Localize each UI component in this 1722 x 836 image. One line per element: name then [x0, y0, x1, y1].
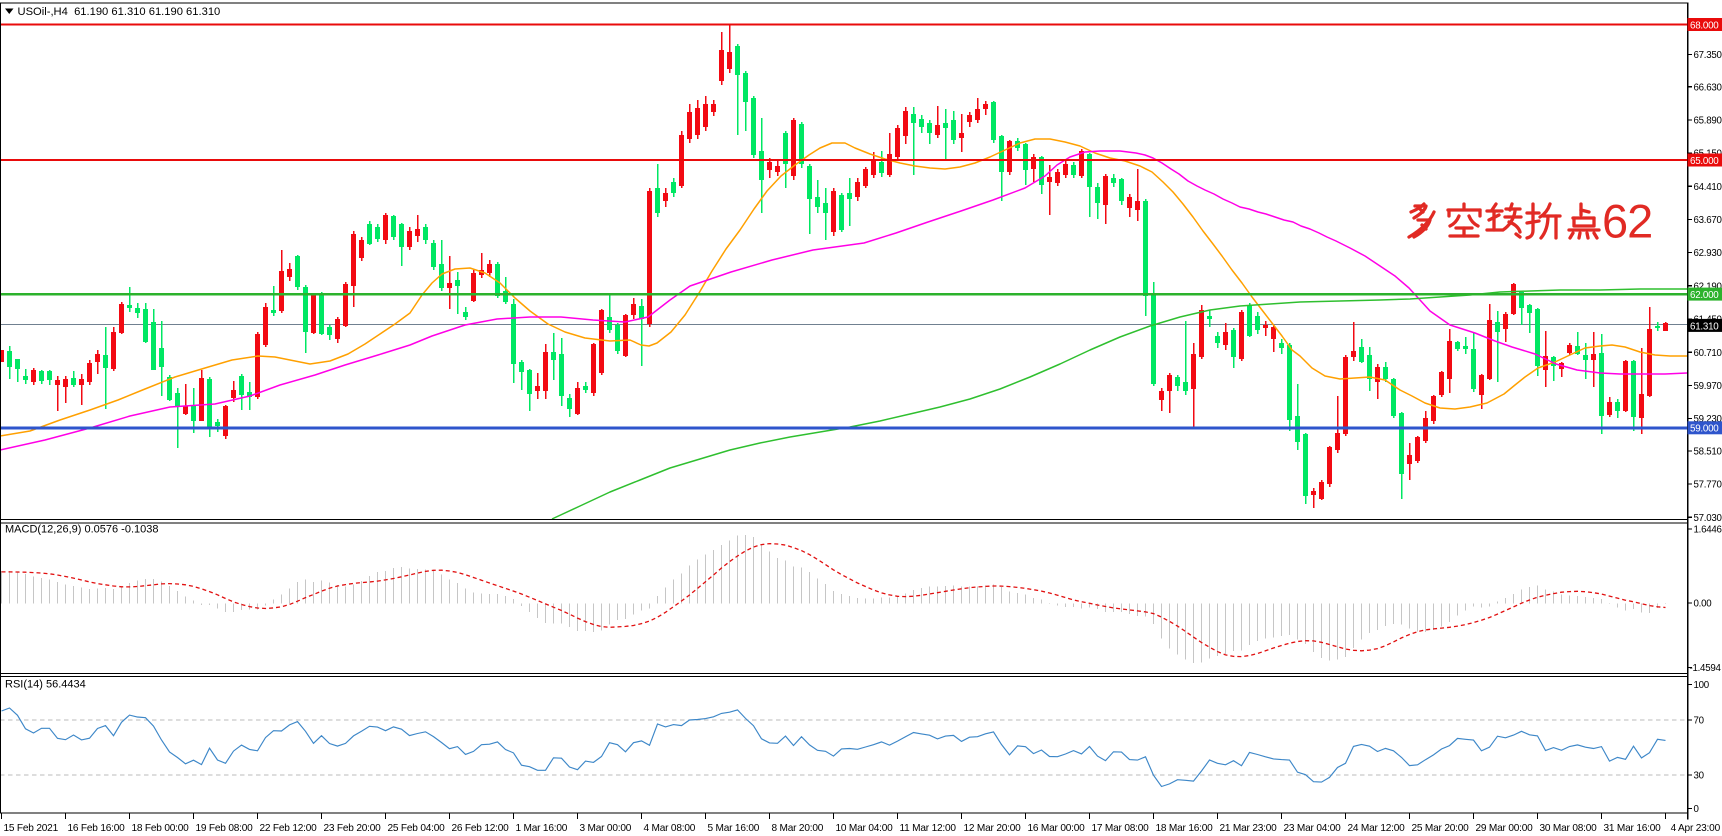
- svg-text:17 Mar 08:00: 17 Mar 08:00: [1092, 823, 1150, 834]
- svg-text:62.190: 62.190: [1694, 281, 1722, 292]
- svg-text:57.030: 57.030: [1694, 513, 1722, 524]
- svg-text:0: 0: [1694, 804, 1700, 815]
- svg-text:25 Feb 04:00: 25 Feb 04:00: [388, 823, 446, 834]
- svg-text:100: 100: [1694, 680, 1710, 691]
- svg-text:30 Mar 08:00: 30 Mar 08:00: [1540, 823, 1598, 834]
- svg-text:-1.4594: -1.4594: [1690, 663, 1722, 674]
- svg-text:61.310: 61.310: [1690, 321, 1719, 332]
- svg-text:60.710: 60.710: [1694, 348, 1722, 359]
- svg-text:18 Mar 16:00: 18 Mar 16:00: [1156, 823, 1214, 834]
- svg-text:59.000: 59.000: [1690, 424, 1719, 435]
- svg-text:31 Mar 16:00: 31 Mar 16:00: [1604, 823, 1662, 834]
- svg-text:65.890: 65.890: [1694, 116, 1722, 127]
- svg-text:1.6446: 1.6446: [1694, 525, 1722, 536]
- svg-text:29 Mar 00:00: 29 Mar 00:00: [1476, 823, 1534, 834]
- svg-text:62.930: 62.930: [1694, 248, 1722, 259]
- svg-text:59.230: 59.230: [1694, 414, 1722, 425]
- svg-text:0.00: 0.00: [1694, 599, 1713, 610]
- svg-text:RSI(14) 56.4434: RSI(14) 56.4434: [5, 679, 86, 691]
- svg-text:66.630: 66.630: [1694, 82, 1722, 93]
- svg-text:1 Mar 16:00: 1 Mar 16:00: [516, 823, 568, 834]
- svg-text:65.000: 65.000: [1690, 156, 1719, 167]
- svg-text:57.770: 57.770: [1694, 480, 1722, 491]
- svg-text:10 Mar 04:00: 10 Mar 04:00: [836, 823, 894, 834]
- svg-text:30: 30: [1694, 771, 1705, 782]
- svg-text:62: 62: [1602, 195, 1652, 248]
- svg-text:MACD(12,26,9) 0.0576 -0.1038: MACD(12,26,9) 0.0576 -0.1038: [5, 524, 158, 536]
- svg-text:19 Feb 08:00: 19 Feb 08:00: [196, 823, 254, 834]
- svg-text:4 Apr 23:00: 4 Apr 23:00: [1671, 823, 1721, 834]
- svg-text:USOil-,H4 61.190 61.310 61.19: USOil-,H4 61.190 61.310 61.190 61.310: [18, 6, 221, 18]
- svg-text:16 Mar 00:00: 16 Mar 00:00: [1028, 823, 1086, 834]
- svg-text:62.000: 62.000: [1690, 290, 1719, 301]
- svg-text:4 Mar 08:00: 4 Mar 08:00: [644, 823, 696, 834]
- svg-text:15 Feb 2021: 15 Feb 2021: [4, 823, 59, 834]
- svg-text:25 Mar 20:00: 25 Mar 20:00: [1412, 823, 1470, 834]
- svg-text:26 Feb 12:00: 26 Feb 12:00: [452, 823, 510, 834]
- svg-text:18 Feb 00:00: 18 Feb 00:00: [132, 823, 190, 834]
- svg-text:12 Mar 20:00: 12 Mar 20:00: [964, 823, 1022, 834]
- svg-text:5 Mar 16:00: 5 Mar 16:00: [708, 823, 760, 834]
- svg-text:23 Feb 20:00: 23 Feb 20:00: [324, 823, 382, 834]
- svg-text:22 Feb 12:00: 22 Feb 12:00: [260, 823, 318, 834]
- svg-text:3 Mar 00:00: 3 Mar 00:00: [580, 823, 632, 834]
- svg-text:58.510: 58.510: [1694, 447, 1722, 458]
- svg-text:68.000: 68.000: [1690, 20, 1719, 31]
- svg-text:23 Mar 04:00: 23 Mar 04:00: [1284, 823, 1342, 834]
- svg-text:8 Mar 20:00: 8 Mar 20:00: [772, 823, 824, 834]
- svg-text:11 Mar 12:00: 11 Mar 12:00: [900, 823, 957, 834]
- svg-text:64.410: 64.410: [1694, 182, 1722, 193]
- svg-text:21 Mar 23:00: 21 Mar 23:00: [1220, 823, 1278, 834]
- svg-text:16 Feb 16:00: 16 Feb 16:00: [68, 823, 126, 834]
- svg-text:59.970: 59.970: [1694, 381, 1722, 392]
- svg-text:70: 70: [1694, 716, 1705, 727]
- svg-text:67.350: 67.350: [1694, 50, 1722, 61]
- svg-text:24 Mar 12:00: 24 Mar 12:00: [1348, 823, 1406, 834]
- svg-text:63.670: 63.670: [1694, 215, 1722, 226]
